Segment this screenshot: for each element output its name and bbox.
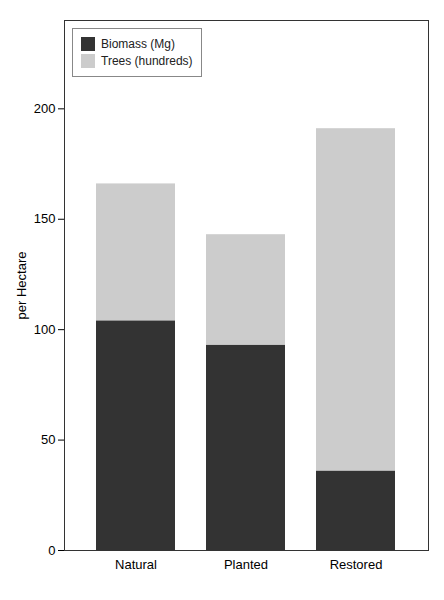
svg-text:100: 100 <box>34 322 56 337</box>
svg-text:Planted: Planted <box>224 557 268 572</box>
svg-text:Natural: Natural <box>115 557 157 572</box>
svg-text:0: 0 <box>48 543 55 558</box>
svg-text:per Hectare: per Hectare <box>14 252 29 320</box>
svg-text:Restored: Restored <box>330 557 383 572</box>
html-text:Trees (hundreds): Trees (hundreds) <box>101 54 193 68</box>
svg-text:150: 150 <box>34 211 56 226</box>
svg-text:50: 50 <box>41 432 55 447</box>
svg-text:200: 200 <box>34 101 56 116</box>
html-text:Biomass (Mg): Biomass (Mg) <box>101 37 175 51</box>
